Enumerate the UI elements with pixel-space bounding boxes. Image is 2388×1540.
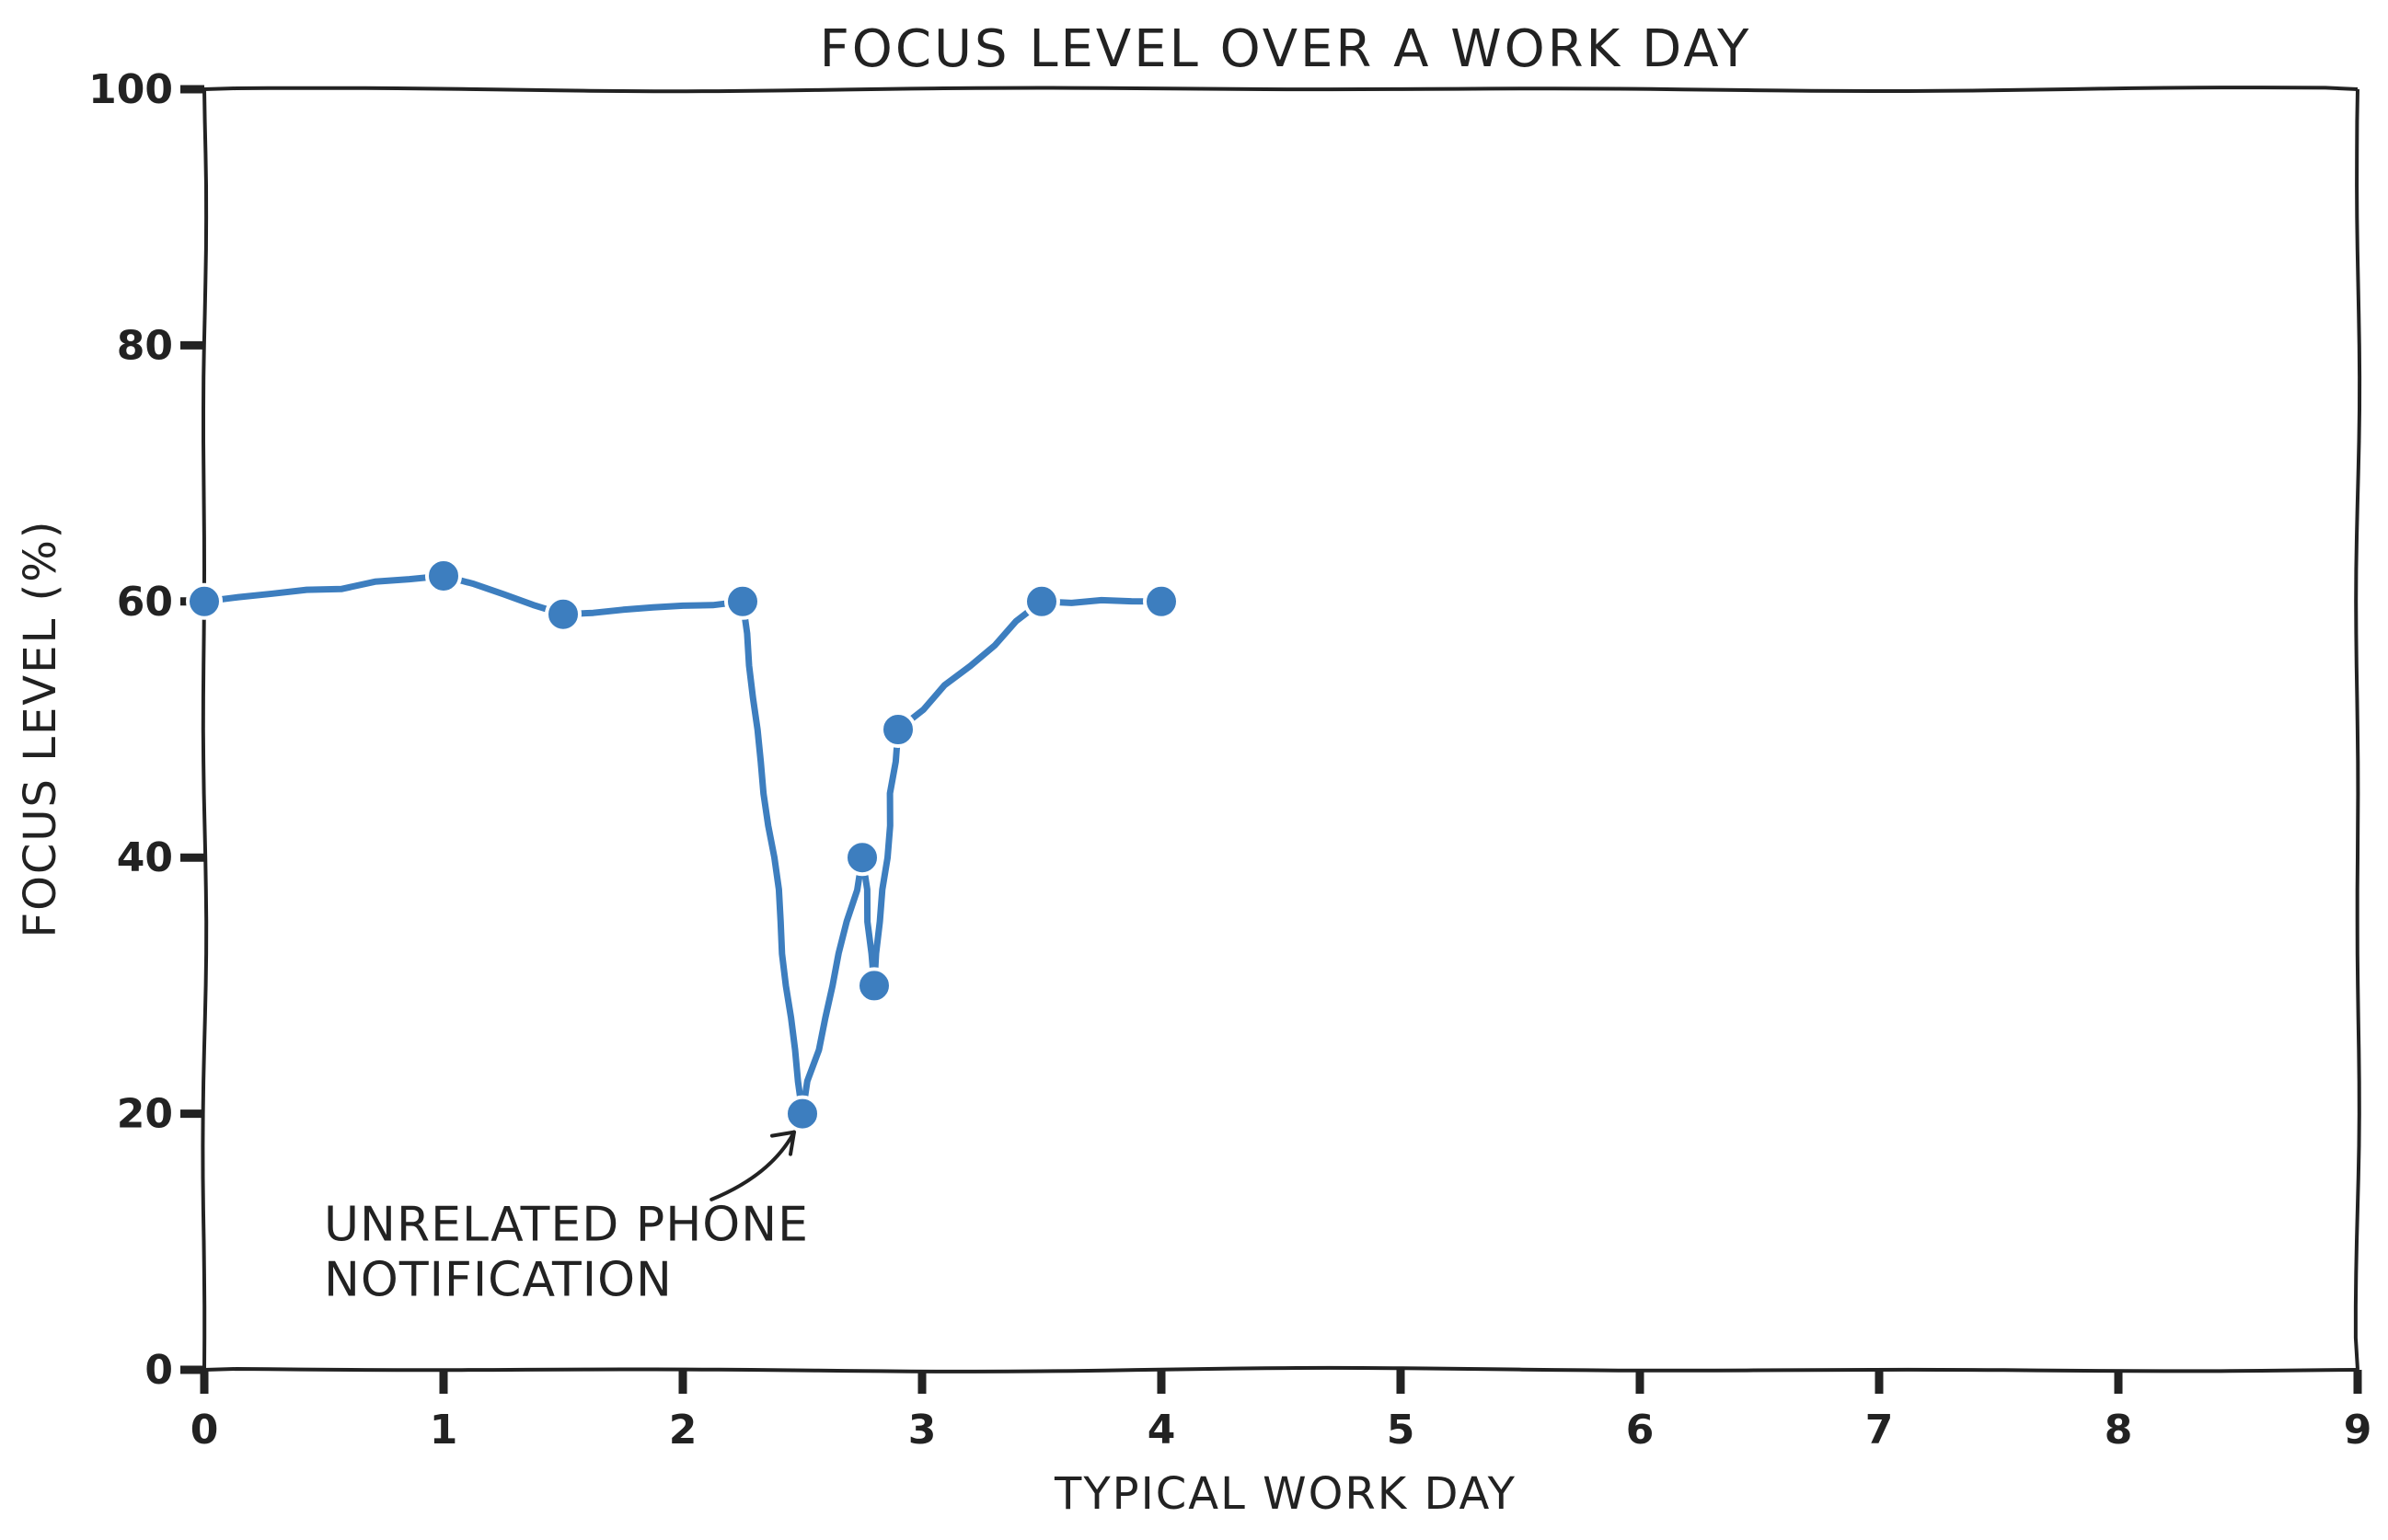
data-point — [1143, 582, 1180, 620]
y-tick-label: 100 — [88, 66, 173, 113]
y-tick-label: 20 — [117, 1091, 173, 1138]
axis-right-spine — [2353, 88, 2362, 1371]
axes-frame — [201, 86, 2362, 1373]
data-point — [186, 582, 223, 620]
x-tick-label: 7 — [1865, 1407, 1894, 1454]
y-axis-label: FOCUS LEVEL (%) — [15, 519, 66, 937]
x-tick-label: 2 — [669, 1407, 698, 1454]
annotation-text: UNRELATED PHONE — [324, 1197, 809, 1252]
x-tick-label: 9 — [2344, 1407, 2372, 1454]
y-tick-label: 60 — [117, 579, 173, 626]
data-series — [186, 557, 1180, 1132]
annotation-text: NOTIFICATION — [324, 1252, 673, 1307]
y-tick-label: 0 — [144, 1347, 173, 1394]
x-tick-label: 8 — [2105, 1407, 2133, 1454]
y-tick-label: 40 — [117, 834, 173, 881]
data-point — [425, 557, 462, 594]
data-point — [1023, 582, 1060, 620]
data-point — [784, 1095, 821, 1132]
x-tick-label: 3 — [908, 1407, 937, 1454]
data-point — [856, 967, 893, 1005]
x-tick-label: 5 — [1387, 1407, 1415, 1454]
series-line — [201, 572, 1165, 1118]
data-point — [724, 582, 761, 620]
y-tick-label: 80 — [117, 322, 173, 369]
data-point — [844, 839, 881, 877]
x-tick-label: 0 — [190, 1407, 219, 1454]
axis-top-spine — [203, 86, 2359, 94]
x-tick-label: 6 — [1626, 1407, 1655, 1454]
data-point — [880, 711, 917, 748]
axis-left-spine — [201, 88, 209, 1371]
x-tick-label: 4 — [1148, 1407, 1176, 1454]
annotation-arrowhead — [770, 1130, 796, 1156]
data-point — [545, 595, 582, 633]
x-axis-label: TYPICAL WORK DAY — [1054, 1468, 1517, 1520]
axis-bottom-spine — [203, 1365, 2359, 1373]
x-tick-label: 1 — [430, 1407, 458, 1454]
annotation-arrow — [709, 1130, 796, 1201]
chart-title: FOCUS LEVEL OVER A WORK DAY — [820, 19, 1752, 79]
